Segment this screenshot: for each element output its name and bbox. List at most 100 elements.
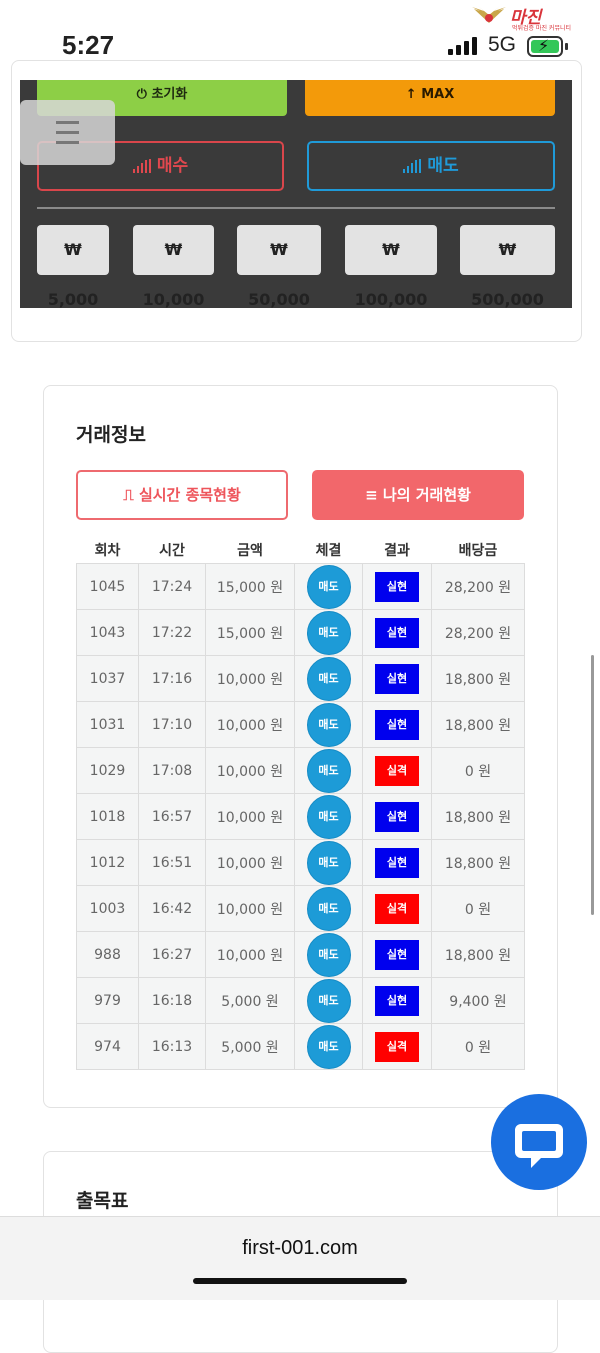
- signal-bars-icon: [403, 159, 422, 173]
- result-cell: 실현: [362, 839, 432, 886]
- sell-badge: 매도: [306, 886, 351, 931]
- menu-line: [56, 121, 79, 124]
- payout-cell: 9,400 원: [431, 977, 525, 1024]
- result-cell: 실현: [362, 609, 432, 656]
- fill-cell: 매도: [294, 655, 363, 702]
- signal-icon: [448, 37, 477, 55]
- list-icon: ≡: [365, 486, 378, 504]
- panel-divider: [37, 207, 555, 209]
- payout-cell: 18,800 원: [431, 701, 525, 748]
- round-cell: 988: [76, 931, 139, 978]
- table-row: 1043 17:22 15,000 원 매도 실현 28,200 원: [76, 609, 525, 656]
- round-cell: 1037: [76, 655, 139, 702]
- max-button[interactable]: ↑ MAX: [305, 80, 555, 116]
- sell-badge: 매도: [306, 564, 351, 609]
- column-header: 시간: [159, 543, 185, 559]
- tab-realtime-status[interactable]: ⎍ 실시간 종목현황: [76, 470, 288, 520]
- time-cell: 17:22: [138, 609, 206, 656]
- table-row: 988 16:27 10,000 원 매도 실현 18,800 원: [76, 931, 525, 978]
- result-badge: 실현: [375, 847, 419, 878]
- result-badge: 실현: [375, 985, 419, 1016]
- payout-cell: 0 원: [431, 885, 525, 932]
- fill-cell: 매도: [294, 931, 363, 978]
- round-cell: 979: [76, 977, 139, 1024]
- payout-cell: 0 원: [431, 1023, 525, 1070]
- max-label: MAX: [421, 87, 455, 102]
- column-header: 결과: [384, 543, 410, 559]
- payout-cell: 18,800 원: [431, 931, 525, 978]
- amount-cell: 10,000 원: [205, 655, 295, 702]
- amount-cell: 10,000 원: [205, 701, 295, 748]
- menu-line: [56, 141, 79, 144]
- home-indicator[interactable]: [193, 1278, 407, 1284]
- trade-info-title: 거래정보: [76, 424, 146, 446]
- round-cell: 1043: [76, 609, 139, 656]
- sell-badge: 매도: [306, 840, 351, 885]
- sell-button[interactable]: 매도: [307, 141, 555, 191]
- sell-badge: 매도: [306, 702, 351, 747]
- chat-button[interactable]: [491, 1094, 587, 1190]
- result-cell: 실격: [362, 885, 432, 932]
- buy-button[interactable]: 매수: [37, 141, 284, 191]
- battery-tip: [565, 43, 568, 50]
- table-row: 1045 17:24 15,000 원 매도 실현 28,200 원: [76, 563, 525, 610]
- table-row: 1012 16:51 10,000 원 매도 실현 18,800 원: [76, 839, 525, 886]
- sell-label: 매도: [427, 156, 459, 176]
- table-row: 1018 16:57 10,000 원 매도 실현 18,800 원: [76, 793, 525, 840]
- round-cell: 1018: [76, 793, 139, 840]
- time-cell: 16:27: [138, 931, 206, 978]
- amount-cell: 10,000 원: [205, 747, 295, 794]
- tab-my-trades[interactable]: ≡ 나의 거래현황: [312, 470, 524, 520]
- browser-address-bar[interactable]: first-001.com: [0, 1216, 600, 1300]
- watermark-subtitle: 먹튀검증 마진 커뮤니티: [512, 25, 572, 32]
- schedule-title: 출목표: [76, 1190, 129, 1212]
- amount-cell: 15,000 원: [205, 563, 295, 610]
- result-cell: 실격: [362, 1023, 432, 1070]
- amount-button-50000[interactable]: ₩ 50,000: [237, 225, 321, 309]
- time-cell: 16:57: [138, 793, 206, 840]
- time-cell: 16:18: [138, 977, 206, 1024]
- wings-icon: [472, 6, 506, 23]
- menu-line: [56, 131, 79, 134]
- amount-button-100000[interactable]: ₩ 100,000: [345, 225, 437, 309]
- fill-cell: 매도: [294, 885, 363, 932]
- amount-button-10000[interactable]: ₩ 10,000: [133, 225, 214, 309]
- result-badge: 실격: [375, 1031, 419, 1062]
- amount-button-5000[interactable]: ₩ 5,000: [37, 225, 109, 309]
- result-badge: 실현: [375, 939, 419, 970]
- payout-cell: 18,800 원: [431, 839, 525, 886]
- payout-cell: 18,800 원: [431, 793, 525, 840]
- result-badge: 실현: [375, 617, 419, 648]
- table-row: 1031 17:10 10,000 원 매도 실현 18,800 원: [76, 701, 525, 748]
- scrollbar[interactable]: [591, 655, 594, 915]
- result-cell: 실현: [362, 931, 432, 978]
- power-icon: ⏻: [136, 87, 147, 102]
- trade-history-table: 회차 시간 금액 체결 결과 배당금 1045 17:24 15,000 원 매도 실현…: [76, 537, 525, 1070]
- sell-badge: 매도: [306, 656, 351, 701]
- table-row: 1037 17:16 10,000 원 매도 실현 18,800 원: [76, 655, 525, 702]
- result-badge: 실격: [375, 893, 419, 924]
- sell-badge: 매도: [306, 610, 351, 655]
- signal-bars-icon: [132, 159, 151, 173]
- url-label: first-001.com: [242, 1237, 358, 1259]
- result-badge: 실현: [375, 801, 419, 832]
- result-cell: 실현: [362, 977, 432, 1024]
- payout-cell: 0 원: [431, 747, 525, 794]
- tab-mine-label: 나의 거래현황: [382, 486, 471, 504]
- amount-cell: 10,000 원: [205, 793, 295, 840]
- table-row: 979 16:18 5,000 원 매도 실현 9,400 원: [76, 977, 525, 1024]
- result-cell: 실현: [362, 655, 432, 702]
- amount-button-500000[interactable]: ₩ 500,000: [460, 225, 555, 309]
- buy-label: 매수: [156, 156, 189, 176]
- round-cell: 1029: [76, 747, 139, 794]
- hamburger-menu-button[interactable]: [20, 100, 115, 165]
- time-cell: 17:24: [138, 563, 206, 610]
- result-badge: 실현: [375, 709, 419, 740]
- time-cell: 17:16: [138, 655, 206, 702]
- amount-cell: 10,000 원: [205, 839, 295, 886]
- result-cell: 실격: [362, 747, 432, 794]
- payout-cell: 18,800 원: [431, 655, 525, 702]
- arrow-up-icon: ↑: [405, 87, 417, 102]
- chat-bubble-icon: [515, 1124, 563, 1168]
- round-cell: 1045: [76, 563, 139, 610]
